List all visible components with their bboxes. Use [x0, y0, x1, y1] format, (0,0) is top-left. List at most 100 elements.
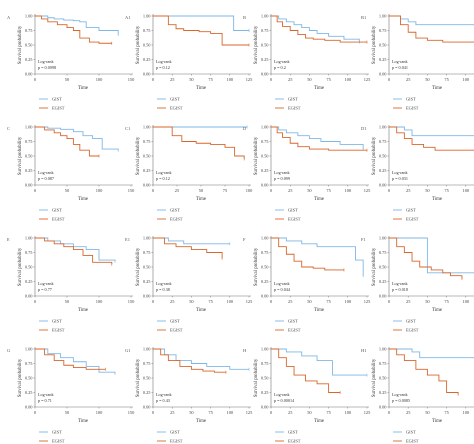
x-axis-title: Time	[196, 419, 206, 424]
p-value: p = 0.041	[392, 65, 408, 70]
x-tick-label: 150	[128, 410, 135, 415]
p-value: p = 0.00014	[274, 398, 295, 403]
x-tick-label: 50	[65, 299, 70, 304]
p-value: p = 0.099	[274, 176, 290, 181]
x-tick-label: 25	[406, 77, 411, 82]
y-tick-label: 0.75	[25, 250, 33, 255]
x-tick-label: 50	[425, 188, 430, 193]
legend-label-gist: GIST	[288, 97, 298, 102]
panel-label: D	[243, 126, 247, 131]
legend-label-egist: EGIST	[52, 106, 65, 111]
y-axis-title: Survival probability	[136, 136, 141, 175]
km-curve-egist	[271, 126, 367, 151]
km-panel-a: A Survival probability 0.00 0.25 0.50 0.75 1.0…	[7, 14, 135, 111]
logrank-label: Log-rank	[38, 170, 54, 175]
km-curve-egist	[153, 126, 245, 159]
y-tick-label: 0.75	[261, 250, 269, 255]
km-curve-gist	[389, 126, 474, 137]
y-tick-label: 0.50	[261, 154, 269, 159]
y-tick-label: 1.00	[143, 236, 151, 241]
x-tick-label: 0	[34, 299, 37, 304]
p-value: p = 0.12	[156, 65, 170, 70]
y-axis-title: Survival probability	[372, 136, 377, 175]
y-tick-label: 1.00	[25, 14, 33, 19]
x-tick-label: 50	[425, 77, 430, 82]
x-axis-title: Time	[78, 308, 88, 313]
y-tick-label: 0.50	[25, 154, 33, 159]
x-tick-label: 50	[307, 299, 312, 304]
y-tick-label: 1.00	[143, 125, 151, 130]
x-axis-title: Time	[432, 308, 442, 313]
y-axis-title: Survival probability	[254, 358, 259, 397]
legend-label-egist: EGIST	[170, 439, 183, 444]
x-axis-title: Time	[432, 86, 442, 91]
x-tick-label: 50	[307, 77, 312, 82]
km-curve-egist	[271, 348, 341, 393]
panel-label: A1	[125, 15, 131, 20]
y-tick-label: 0.75	[25, 361, 33, 366]
y-tick-label: 0.50	[261, 376, 269, 381]
panel-label: E	[7, 237, 10, 242]
logrank-label: Log-rank	[38, 392, 54, 397]
panel-label: C	[7, 126, 10, 131]
x-tick-label: 100	[463, 188, 470, 193]
legend-label-gist: GIST	[288, 208, 298, 213]
legend-label-egist: EGIST	[288, 106, 301, 111]
x-tick-label: 100	[246, 188, 253, 193]
km-curve-egist	[35, 348, 106, 370]
km-curve-gist	[271, 348, 367, 376]
x-tick-label: 100	[96, 188, 103, 193]
x-tick-label: 50	[307, 188, 312, 193]
panel-label: C1	[125, 126, 130, 131]
x-tick-label: 75	[208, 410, 213, 415]
panel-label: H	[243, 348, 247, 353]
x-tick-label: 50	[189, 299, 194, 304]
km-curve-gist	[35, 348, 116, 374]
x-axis-title: Time	[78, 86, 88, 91]
y-tick-label: 1.00	[261, 14, 269, 19]
x-tick-label: 50	[425, 410, 430, 415]
x-tick-label: 125	[364, 188, 371, 193]
km-panel-g: G Survival probability 0.00 0.25 0.50 0.75 1.0…	[7, 347, 135, 444]
x-axis-title: Time	[314, 308, 324, 313]
y-tick-label: 0.25	[261, 57, 269, 62]
x-axis-title: Time	[314, 86, 324, 91]
y-tick-label: 0.50	[25, 43, 33, 48]
km-curve-egist	[389, 348, 459, 395]
y-tick-label: 0.75	[25, 28, 33, 33]
y-tick-label: 0.25	[25, 390, 33, 395]
y-tick-label: 0.25	[143, 57, 151, 62]
x-tick-label: 100	[227, 77, 234, 82]
legend-label-egist: EGIST	[288, 328, 301, 333]
x-axis-title: Time	[78, 197, 88, 202]
p-value: p = 0.031	[392, 176, 408, 181]
y-tick-label: 1.00	[25, 236, 33, 241]
x-tick-label: 25	[406, 299, 411, 304]
y-tick-label: 0.75	[25, 139, 33, 144]
km-curve-egist	[271, 15, 367, 43]
panel-label: A	[7, 15, 11, 20]
y-tick-label: 0.00	[379, 294, 387, 299]
legend-label-egist: EGIST	[406, 439, 419, 444]
y-tick-label: 0.25	[261, 390, 269, 395]
km-curve-egist	[271, 237, 344, 271]
x-tick-label: 75	[208, 299, 213, 304]
x-tick-label: 0	[270, 410, 273, 415]
x-axis-title: Time	[196, 197, 206, 202]
km-panel-f: F Survival probability 0.00 0.25 0.50 0.75 1.0…	[243, 236, 371, 333]
p-value: p = 0.77	[38, 287, 52, 292]
logrank-label: Log-rank	[392, 281, 408, 286]
y-tick-label: 0.25	[379, 390, 387, 395]
panel-label: G	[7, 348, 11, 353]
y-tick-label: 0.00	[25, 294, 33, 299]
legend-label-gist: GIST	[288, 319, 298, 324]
legend-label-gist: GIST	[52, 97, 62, 102]
logrank-label: Log-rank	[392, 59, 408, 64]
km-curve-egist	[389, 15, 474, 43]
km-panel-b: B Survival probability 0.00 0.25 0.50 0.75 1.0…	[243, 14, 371, 111]
x-tick-label: 0	[388, 410, 391, 415]
x-tick-label: 50	[189, 410, 194, 415]
km-panel-e: E Survival probability 0.00 0.25 0.50 0.75 1.0…	[7, 236, 135, 333]
p-value: p = 0.087	[38, 176, 54, 181]
x-tick-label: 25	[406, 410, 411, 415]
